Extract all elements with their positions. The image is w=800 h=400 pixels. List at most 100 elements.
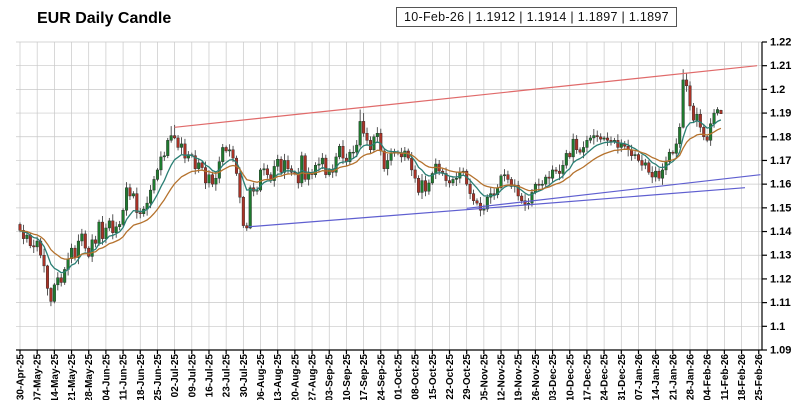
x-tick-label: 10-Dec-25: [565, 354, 576, 400]
x-tick-label: 14-May-25: [50, 354, 61, 400]
x-tick-label: 21-Jan-26: [668, 354, 679, 400]
y-tick-label: 1.2: [770, 84, 785, 96]
candle-down: [200, 162, 204, 168]
x-tick-label: 11-Jun-25: [119, 354, 130, 400]
x-tick-label: 11-Feb-26: [720, 354, 731, 400]
candle-down: [45, 265, 49, 289]
candle-up: [592, 135, 596, 139]
x-tick-label: 29-Oct-25: [462, 354, 473, 400]
candle-up: [52, 284, 56, 302]
candle-up: [214, 178, 218, 185]
x-tick-label: 04-Jun-25: [101, 354, 112, 400]
candle-up: [314, 164, 318, 175]
x-tick-label: 17-Sep-25: [359, 354, 370, 400]
candle-down: [128, 187, 132, 197]
candle-up: [107, 220, 111, 229]
candle-down: [647, 162, 651, 173]
candle-down: [138, 212, 142, 214]
candle-up: [272, 166, 276, 181]
candle-down: [135, 193, 139, 213]
candle-down: [362, 121, 366, 134]
candle-down: [650, 172, 654, 178]
candle-up: [430, 173, 434, 184]
candle-up: [674, 143, 678, 154]
candle-down: [341, 146, 345, 159]
candle-up: [678, 127, 682, 145]
x-tick-label: 03-Dec-25: [548, 354, 559, 400]
candle-down: [423, 180, 427, 192]
candle-up: [348, 151, 352, 162]
y-tick-label: 1.09: [770, 345, 791, 357]
candle-down: [475, 200, 479, 204]
x-tick-label: 28-Jan-26: [686, 354, 697, 400]
support-line-steep: [466, 174, 761, 209]
candle-down: [547, 176, 551, 179]
candle-up: [262, 168, 266, 171]
candle-up: [152, 179, 156, 191]
candle-down: [702, 127, 706, 137]
candle-down: [382, 150, 386, 169]
candle-up: [533, 183, 537, 193]
x-tick-label: 18-Jun-25: [136, 354, 147, 400]
x-tick-label: 10-Sep-25: [342, 354, 353, 400]
candle-down: [578, 149, 582, 153]
candle-down: [506, 174, 510, 180]
candle-down: [685, 79, 689, 87]
candle-down: [520, 195, 524, 201]
candle-down: [691, 105, 695, 121]
candle-up: [654, 170, 658, 178]
x-tick-label: 07-Jan-26: [634, 354, 645, 400]
candle-up: [681, 79, 685, 128]
candle-down: [671, 151, 675, 154]
candle-down: [245, 225, 249, 229]
candle-down: [636, 154, 640, 161]
candle-down: [231, 149, 235, 159]
candle-down: [616, 140, 620, 148]
candle-up: [434, 163, 438, 174]
x-tick-label: 05-Nov-25: [479, 354, 490, 400]
candle-up: [300, 155, 304, 184]
candle-down: [21, 230, 25, 239]
candle-up: [118, 224, 122, 227]
candle-down: [324, 157, 328, 175]
candle-down: [94, 239, 98, 244]
x-tick-label: 16-Jul-25: [205, 354, 216, 398]
y-tick-label: 1.13: [770, 250, 791, 262]
candle-up: [114, 226, 118, 233]
candle-down: [111, 220, 115, 233]
candle-down: [100, 221, 104, 239]
candles-layer: [18, 69, 723, 307]
candle-up: [358, 121, 362, 146]
candle-up: [571, 138, 575, 158]
candle-down: [183, 143, 187, 159]
candle-up: [499, 175, 503, 188]
candle-up: [540, 183, 544, 186]
x-tick-label: 27-Aug-25: [308, 354, 319, 400]
x-tick-label: 06-Aug-25: [256, 354, 267, 400]
candle-up: [76, 240, 80, 258]
x-tick-label: 28-May-25: [84, 354, 95, 400]
candle-up: [451, 179, 455, 184]
candle-up: [131, 193, 135, 197]
candle-down: [554, 169, 558, 172]
y-tick-label: 1.19: [770, 108, 791, 120]
candle-down: [173, 135, 177, 139]
candle-down: [18, 224, 22, 231]
candle-up: [35, 240, 39, 248]
x-tick-label: 09-Jul-25: [187, 354, 198, 398]
candle-down: [241, 196, 245, 226]
candle-down: [224, 147, 228, 152]
candle-down: [413, 169, 417, 179]
candle-down: [516, 185, 520, 197]
candle-down: [265, 168, 269, 175]
ohlc-label-box: 10-Feb-26 | 1.1912 | 1.1914 | 1.1897 | 1…: [396, 7, 677, 27]
candle-up: [97, 221, 101, 244]
candle-up: [427, 182, 431, 192]
candle-up: [149, 189, 153, 204]
candle-up: [389, 153, 393, 161]
x-tick-label: 01-Oct-25: [394, 354, 405, 400]
x-tick-label: 08-Oct-25: [411, 354, 422, 400]
axes-layer: 1.221.211.21.191.181.171.161.151.141.131…: [16, 37, 793, 400]
